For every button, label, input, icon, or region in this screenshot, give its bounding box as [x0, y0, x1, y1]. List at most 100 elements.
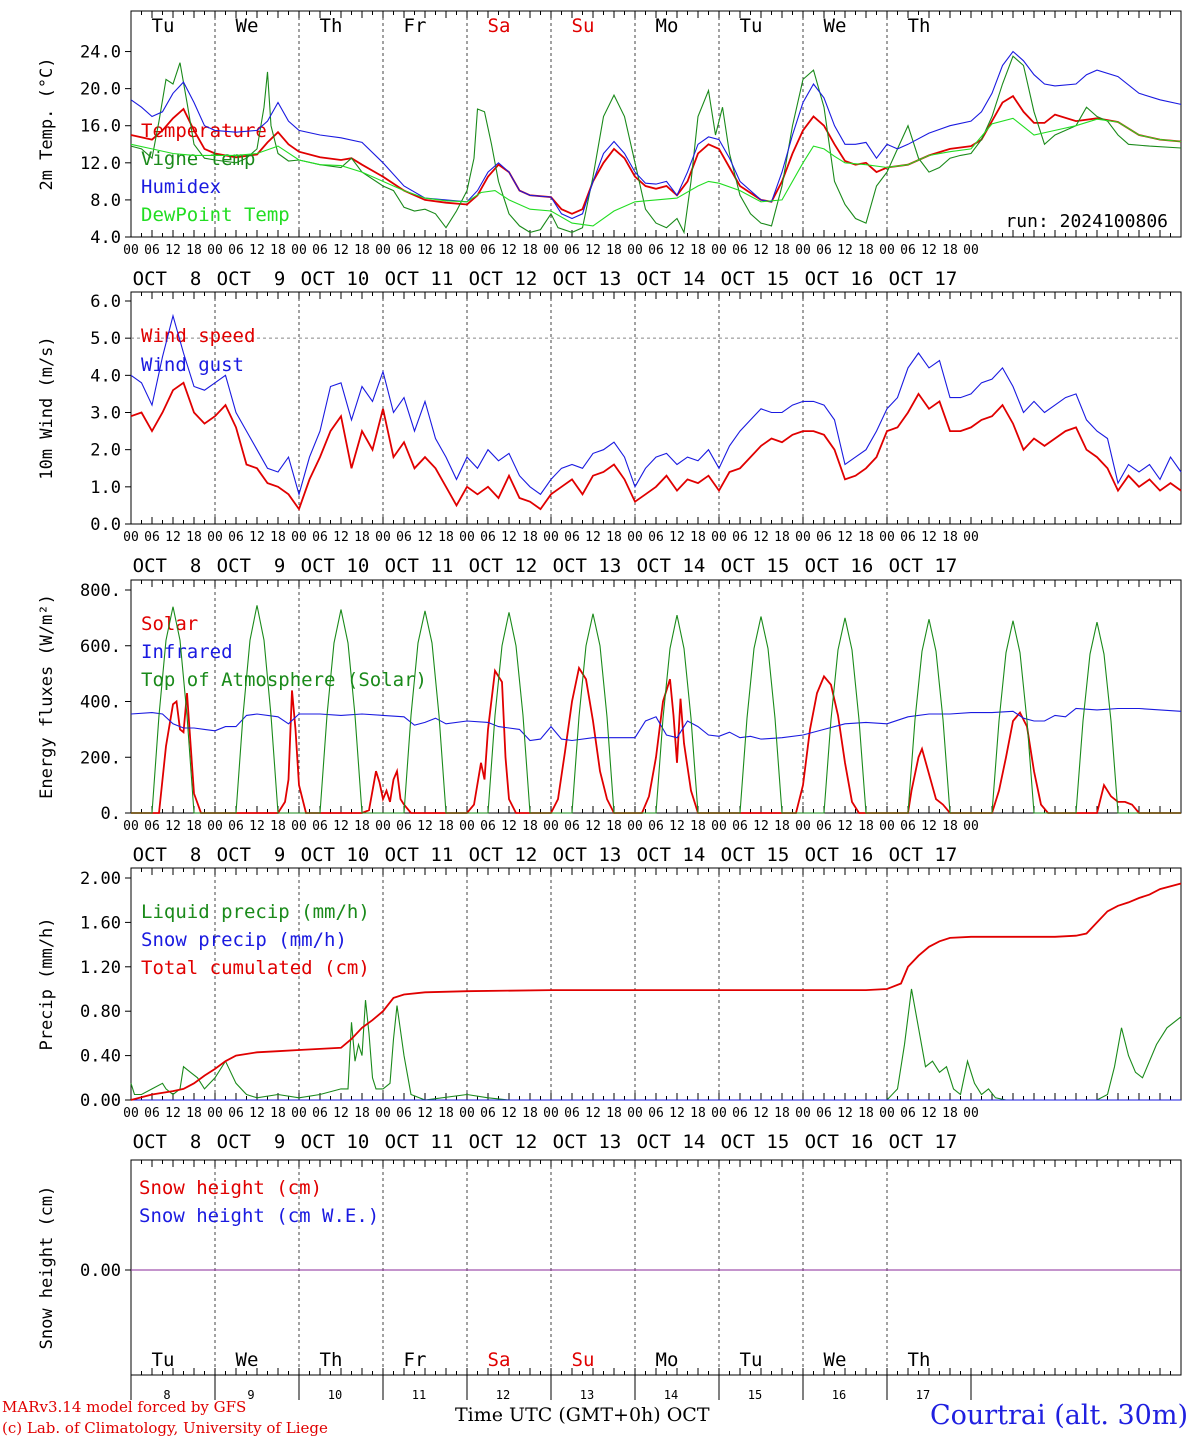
hour-tick-label: 06	[480, 1106, 496, 1121]
panel-1: 4.0 8.0 12.0 16.0 20.0 24.0 2m Temp. (°C) Tempe…	[37, 10, 1182, 290]
day-number: 11	[412, 1388, 426, 1402]
y-tick-label: 0.00	[80, 1261, 121, 1281]
day-label: Fr	[404, 15, 427, 37]
hour-tick-label: 00	[123, 819, 139, 834]
hour-tick-label: 06	[564, 819, 580, 834]
date-label: OCT 8	[133, 1131, 202, 1153]
hour-tick-label: 06	[648, 1106, 664, 1121]
hour-tick-label: 18	[606, 819, 622, 834]
y-tick-label: 0.00	[80, 1091, 121, 1111]
series-line-liquid-precip-mm-h-	[130, 988, 1182, 1101]
hour-tick-label: 12	[333, 819, 349, 834]
hour-tick-label: 12	[753, 243, 769, 258]
y-tick-label: 24.0	[80, 43, 121, 63]
hour-tick-label: 18	[270, 819, 286, 834]
hour-tick-label: 06	[816, 243, 832, 258]
hour-tick-label: 00	[123, 530, 139, 545]
hour-tick-label: 12	[837, 530, 853, 545]
hour-tick-label: 06	[900, 530, 916, 545]
series-line-dewpoint-temp	[130, 117, 1182, 227]
date-label: OCT 13	[553, 844, 622, 866]
date-label: OCT 9	[217, 1131, 286, 1153]
hour-tick-label: 00	[627, 243, 643, 258]
hour-tick-label: 00	[711, 243, 727, 258]
hour-tick-label: 12	[417, 243, 433, 258]
day-number: 8	[163, 1388, 170, 1402]
hour-tick-label: 12	[837, 819, 853, 834]
hour-tick-label: 00	[963, 819, 979, 834]
y-tick-label: 400.	[80, 693, 121, 713]
date-label: OCT 15	[721, 555, 790, 577]
hour-tick-label: 00	[543, 530, 559, 545]
hour-tick-label: 12	[921, 243, 937, 258]
hour-tick-label: 06	[396, 1106, 412, 1121]
legend-entry: Liquid precip (mm/h)	[141, 901, 370, 923]
day-label: Tu	[740, 15, 763, 37]
hour-tick-label: 12	[585, 1106, 601, 1121]
hour-tick-label: 00	[795, 1106, 811, 1121]
date-label: OCT 14	[637, 268, 706, 290]
hour-tick-label: 18	[354, 530, 370, 545]
date-label: OCT 11	[385, 1131, 454, 1153]
day-label: Th	[320, 15, 343, 37]
date-label: OCT 15	[721, 844, 790, 866]
hour-tick-label: 12	[921, 1106, 937, 1121]
hour-tick-label: 12	[753, 819, 769, 834]
time-axis-title: Time UTC (GMT+0h) OCT	[455, 1404, 710, 1426]
hour-tick-label: 18	[354, 819, 370, 834]
y-tick-label: 20.0	[80, 80, 121, 100]
hour-tick-label: 06	[648, 243, 664, 258]
hour-tick-label: 12	[249, 243, 265, 258]
hour-tick-label: 06	[564, 243, 580, 258]
hour-tick-label: 18	[690, 243, 706, 258]
hour-tick-label: 18	[858, 530, 874, 545]
series-line-wind-gust	[130, 313, 1182, 497]
hour-tick-label: 06	[564, 530, 580, 545]
day-label: Su	[572, 1349, 595, 1371]
hour-tick-label: 00	[795, 819, 811, 834]
day-number: 9	[247, 1388, 254, 1402]
day-label: Mo	[656, 1349, 679, 1371]
day-number: 12	[496, 1388, 510, 1402]
hour-tick-label: 18	[690, 1106, 706, 1121]
y-tick-label: 1.60	[80, 913, 121, 933]
hour-tick-label: 18	[354, 243, 370, 258]
panel-frame	[130, 291, 1182, 525]
hour-tick-label: 12	[669, 1106, 685, 1121]
hour-tick-label: 18	[942, 1106, 958, 1121]
hour-tick-label: 12	[417, 1106, 433, 1121]
hour-tick-label: 00	[711, 819, 727, 834]
date-label: OCT 13	[553, 1131, 622, 1153]
panel-5: 0.00 Snow height (cm) Snow height (cm) Snow…	[37, 1159, 1182, 1402]
hour-tick-label: 18	[774, 1106, 790, 1121]
y-tick-label: 0.	[101, 804, 121, 824]
date-label: OCT 17	[889, 268, 958, 290]
hour-tick-label: 18	[270, 243, 286, 258]
hour-tick-label: 18	[270, 530, 286, 545]
hour-tick-label: 06	[228, 1106, 244, 1121]
run-label: run: 2024100806	[1005, 211, 1168, 232]
series-line-vigne-temp	[130, 55, 1182, 235]
hour-tick-label: 18	[858, 243, 874, 258]
date-label: OCT 12	[469, 555, 538, 577]
date-label: OCT 10	[301, 555, 370, 577]
hour-tick-label: 12	[921, 819, 937, 834]
y-tick-label: 600.	[80, 637, 121, 657]
legend-entry: Snow precip (mm/h)	[141, 929, 347, 951]
date-label: OCT 16	[805, 844, 874, 866]
series-line-total-cumulated-cm-	[130, 882, 1182, 1101]
hour-tick-label: 00	[207, 530, 223, 545]
hour-tick-label: 12	[417, 819, 433, 834]
hour-tick-label: 06	[480, 243, 496, 258]
hour-tick-label: 06	[144, 1106, 160, 1121]
y-axis-label: Precip (mm/h)	[37, 917, 57, 1050]
hour-tick-label: 12	[333, 530, 349, 545]
hour-tick-label: 18	[186, 530, 202, 545]
hour-tick-label: 12	[333, 1106, 349, 1121]
day-label: Sa	[488, 15, 511, 37]
day-number: 13	[580, 1388, 594, 1402]
hour-tick-label: 12	[501, 243, 517, 258]
date-label: OCT 12	[469, 844, 538, 866]
hour-tick-label: 18	[186, 1106, 202, 1121]
